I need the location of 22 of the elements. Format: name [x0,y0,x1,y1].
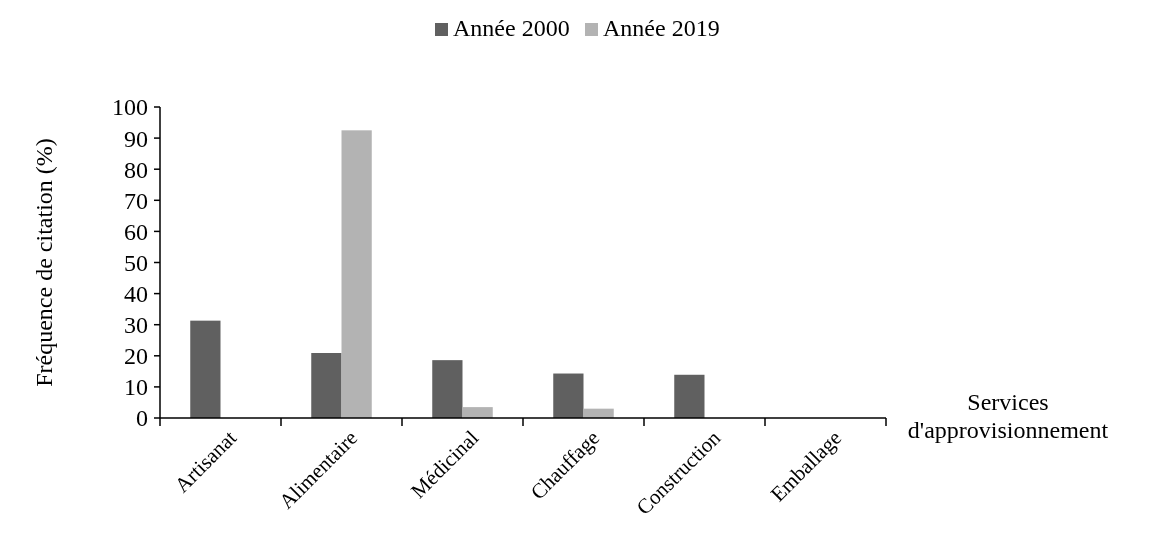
y-axis-title: Fréquence de citation (%) [31,138,57,387]
bar [432,360,463,418]
y-tick-label: 30 [124,312,148,339]
y-tick-label: 0 [136,405,148,432]
y-tick-label: 10 [124,374,148,401]
bar [674,374,705,418]
y-tick-label: 50 [124,249,148,276]
y-tick-label: 100 [112,94,148,121]
y-tick-label: 70 [124,187,148,214]
y-tick-label: 60 [124,218,148,245]
bar [341,130,372,418]
bar [462,407,493,418]
y-tick-label: 80 [124,156,148,183]
legend-label: Année 2019 [603,15,720,41]
bar [311,353,342,418]
legend-label: Année 2000 [453,15,570,41]
bar [190,320,221,418]
y-tick-label: 20 [124,343,148,370]
bar [553,373,584,418]
y-tick-label: 40 [124,281,148,307]
y-tick-label: 90 [124,125,148,152]
x-axis-title: Services d'approvisionnement [907,389,1109,443]
